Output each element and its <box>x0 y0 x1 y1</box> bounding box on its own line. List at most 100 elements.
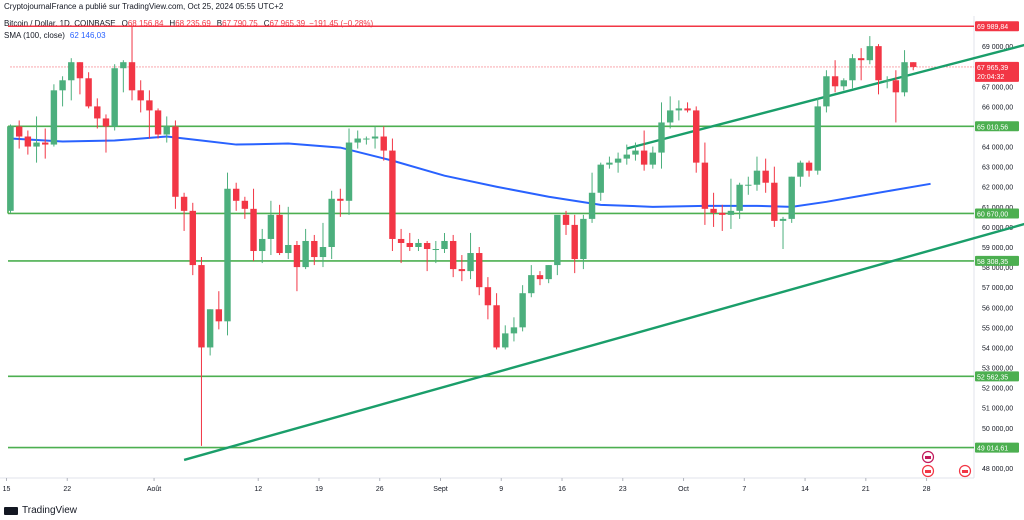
candle-body[interactable] <box>397 238 405 243</box>
channel-upper-line[interactable] <box>626 22 1024 150</box>
candle-body[interactable] <box>128 62 136 91</box>
candle-body[interactable] <box>311 240 318 258</box>
candle-body[interactable] <box>866 46 874 61</box>
candle-body[interactable] <box>597 164 604 193</box>
candle-body[interactable] <box>484 287 492 306</box>
candle-body[interactable] <box>120 62 127 69</box>
candle-body[interactable] <box>406 242 413 247</box>
candle-body[interactable] <box>59 80 66 91</box>
candle-body[interactable] <box>172 126 179 197</box>
candle-body[interactable] <box>658 122 665 153</box>
candle-body[interactable] <box>319 247 327 258</box>
candle-body[interactable] <box>232 188 240 201</box>
candle-body[interactable] <box>345 142 353 201</box>
candle-body[interactable] <box>42 142 49 145</box>
candle-body[interactable] <box>883 80 891 82</box>
candle-body[interactable] <box>701 162 709 209</box>
candle-body[interactable] <box>614 158 622 163</box>
symbol-name[interactable]: Bitcoin / Dollar, 1D, COINBASE <box>4 19 116 28</box>
candle-body[interactable] <box>293 244 301 268</box>
candle-body[interactable] <box>449 240 457 270</box>
candle-body[interactable] <box>76 62 84 79</box>
candle-body[interactable] <box>536 275 544 280</box>
candle-body[interactable] <box>415 242 422 247</box>
candle-body[interactable] <box>363 138 370 140</box>
candle-body[interactable] <box>163 126 170 135</box>
candle-body[interactable] <box>180 196 188 211</box>
candle-body[interactable] <box>423 242 431 250</box>
candle-body[interactable] <box>675 108 683 111</box>
candle-body[interactable] <box>910 62 917 67</box>
candle-body[interactable] <box>24 136 32 147</box>
candle-body[interactable] <box>432 249 440 251</box>
candle-body[interactable] <box>892 80 900 93</box>
candle-body[interactable] <box>371 136 379 139</box>
candle-body[interactable] <box>250 208 257 252</box>
candle-body[interactable] <box>875 46 882 81</box>
candle-body[interactable] <box>623 154 630 159</box>
candle-body[interactable] <box>354 138 361 143</box>
candle-body[interactable] <box>545 265 552 280</box>
sma-label[interactable]: SMA (100, close) <box>4 31 65 40</box>
candle-body[interactable] <box>493 305 500 348</box>
candle-body[interactable] <box>7 126 14 211</box>
candle-body[interactable] <box>797 162 804 177</box>
candle-body[interactable] <box>111 68 118 127</box>
candle-body[interactable] <box>458 269 466 272</box>
candle-body[interactable] <box>154 110 162 135</box>
candle-body[interactable] <box>302 240 309 268</box>
candle-body[interactable] <box>640 150 648 165</box>
candle-body[interactable] <box>380 136 387 151</box>
candle-body[interactable] <box>840 80 847 87</box>
candle-body[interactable] <box>328 198 335 247</box>
channel-lower-line[interactable] <box>183 197 1024 462</box>
candle-body[interactable] <box>189 210 196 266</box>
candle-body[interactable] <box>467 253 474 272</box>
candle-body[interactable] <box>137 90 144 101</box>
candle-body[interactable] <box>606 162 613 165</box>
candle-body[interactable] <box>580 218 587 260</box>
candle-body[interactable] <box>745 184 752 186</box>
candle-body[interactable] <box>684 108 691 111</box>
candle-body[interactable] <box>337 198 344 201</box>
candle-body[interactable] <box>710 208 717 213</box>
candle-body[interactable] <box>198 265 205 348</box>
candle-body[interactable] <box>241 200 249 209</box>
candle-body[interactable] <box>476 253 483 288</box>
candle-body[interactable] <box>276 214 283 254</box>
candle-body[interactable] <box>389 150 396 239</box>
candle-body[interactable] <box>50 90 58 145</box>
candle-body[interactable] <box>805 162 813 171</box>
candle-body[interactable] <box>68 62 75 81</box>
candle-body[interactable] <box>259 238 266 252</box>
candle-body[interactable] <box>736 184 743 211</box>
candle-body[interactable] <box>771 182 778 221</box>
candle-body[interactable] <box>632 150 639 155</box>
candle-body[interactable] <box>849 58 856 81</box>
candle-body[interactable] <box>814 106 821 171</box>
candle-body[interactable] <box>146 100 153 111</box>
candle-body[interactable] <box>510 327 518 334</box>
candle-body[interactable] <box>215 309 223 322</box>
candle-body[interactable] <box>719 212 726 215</box>
candle-body[interactable] <box>85 78 92 107</box>
candle-body[interactable] <box>94 106 101 119</box>
candle-body[interactable] <box>727 210 735 215</box>
candle-body[interactable] <box>831 76 839 87</box>
candle-body[interactable] <box>267 214 275 239</box>
candle-body[interactable] <box>33 142 40 147</box>
candle-body[interactable] <box>206 309 214 348</box>
candle-body[interactable] <box>693 110 700 163</box>
candle-body[interactable] <box>588 192 596 219</box>
candle-body[interactable] <box>779 218 787 221</box>
candle-body[interactable] <box>649 152 657 165</box>
candle-body[interactable] <box>562 214 570 225</box>
candle-body[interactable] <box>554 214 561 266</box>
candle-body[interactable] <box>15 126 23 137</box>
candle-body[interactable] <box>285 244 292 254</box>
candle-body[interactable] <box>519 293 526 328</box>
candle-body[interactable] <box>753 170 761 185</box>
candle-body[interactable] <box>102 118 110 127</box>
candle-body[interactable] <box>788 176 795 219</box>
